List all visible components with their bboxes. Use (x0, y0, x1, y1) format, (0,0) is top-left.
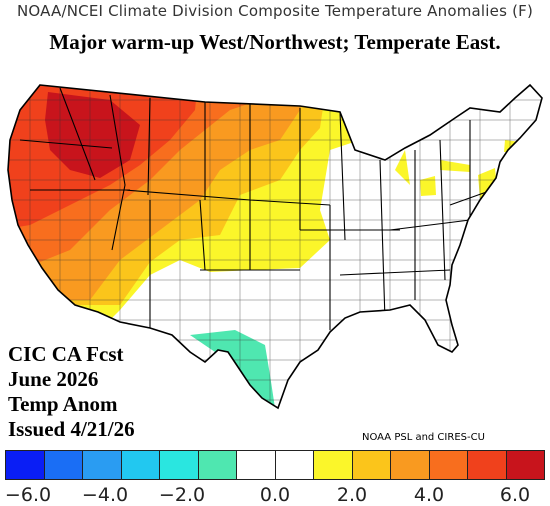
forecast-note-line4: Issued 4/21/26 (8, 417, 135, 441)
colorbar-tick: 6.0 (499, 484, 531, 506)
colorbar-swatch-10 (391, 451, 430, 479)
colorbar-swatch-8 (314, 451, 353, 479)
colorbar-tick: −6.0 (4, 484, 52, 506)
colorbar-swatch-13 (506, 451, 544, 479)
colorbar-swatch-6 (237, 451, 276, 479)
us-temperature-anomaly-map (7, 83, 543, 410)
colorbar-swatch-0 (6, 451, 45, 479)
colorbar-tick: 2.0 (336, 484, 368, 506)
colorbar-swatch-1 (44, 451, 83, 479)
colorbar-tick: −4.0 (81, 484, 129, 506)
map-title: NOAA/NCEI Climate Division Composite Tem… (16, 2, 534, 20)
colorbar-swatch-11 (429, 451, 468, 479)
forecast-note-line3: Temp Anom (8, 392, 118, 416)
colorbar-swatch-4 (160, 451, 199, 479)
state-borders (19, 87, 521, 330)
colorbar-swatch-7 (275, 451, 314, 479)
colorbar-swatch-2 (83, 451, 122, 479)
colorbar-swatch-12 (468, 451, 507, 479)
credit-text: NOAA PSL and CIRES-CU (362, 432, 485, 443)
colorbar (5, 450, 545, 480)
colorbar-swatch-5 (198, 451, 237, 479)
colorbar-tick: 4.0 (413, 484, 445, 506)
forecast-note-line1: CIC CA Fcst (8, 342, 124, 366)
division-grid (8, 85, 542, 408)
colorbar-tick: −2.0 (158, 484, 206, 506)
colorbar-swatch-9 (352, 451, 391, 479)
colorbar-tick: 0.0 (259, 484, 291, 506)
forecast-note-line2: June 2026 (8, 367, 99, 391)
colorbar-swatch-3 (121, 451, 160, 479)
us-outline (7, 83, 543, 410)
map-subtitle: Major warm-up West/Northwest; Temperate … (49, 30, 501, 54)
